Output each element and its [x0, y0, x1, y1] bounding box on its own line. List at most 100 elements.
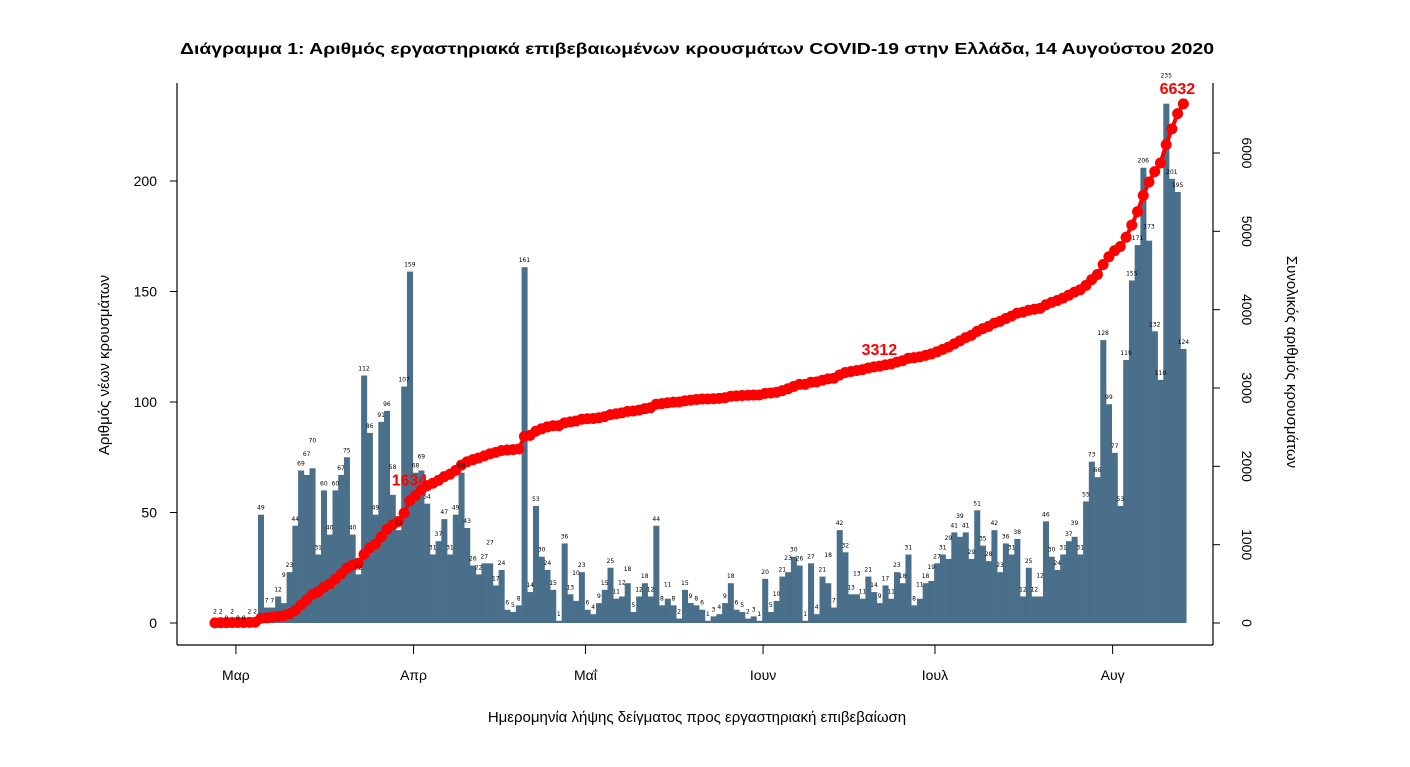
bar: [349, 534, 356, 623]
cumulative-annotation: 6632: [1160, 81, 1196, 98]
cumulative-point: [1114, 241, 1126, 253]
y-tick-label: 50: [141, 505, 157, 521]
bar: [378, 421, 385, 623]
bar-label: 14: [870, 582, 878, 589]
bar-label: 9: [689, 593, 693, 600]
bar: [429, 554, 436, 623]
cumulative-point: [513, 443, 525, 455]
bar: [699, 609, 706, 623]
bar-label: 27: [933, 553, 941, 560]
bar-label: 23: [286, 562, 294, 569]
bar: [739, 611, 746, 623]
bar-label: 37: [1065, 531, 1073, 538]
bar-label: 18: [899, 573, 907, 580]
bar-label: 8: [660, 595, 664, 602]
bar: [504, 609, 511, 623]
bar-label: 31: [939, 544, 947, 551]
bar-label: 21: [819, 567, 827, 574]
bars-series: [212, 103, 1187, 624]
bar-label: 21: [778, 567, 786, 574]
bar-label: 2: [219, 609, 223, 616]
bar: [819, 576, 826, 623]
bar-label: 42: [395, 520, 403, 527]
bar: [1031, 596, 1038, 623]
bar-label: 11: [859, 589, 867, 596]
bar: [1008, 554, 1015, 623]
bar: [681, 589, 689, 623]
bar-label: 9: [597, 593, 601, 600]
bar: [309, 468, 316, 623]
bar: [1014, 539, 1021, 623]
bar-label: 68: [412, 463, 420, 470]
cumulative-series: [209, 98, 1189, 629]
bar-label: 28: [985, 551, 993, 558]
bar: [745, 618, 752, 623]
bar: [567, 594, 574, 623]
bar-label: 31: [446, 544, 454, 551]
bar: [722, 603, 729, 623]
bar: [859, 598, 866, 623]
bar: [458, 472, 465, 623]
bar-label: 8: [671, 595, 675, 602]
chart-title: Διάγραμμα 1: Αριθμός εργαστηριακά επιβεβ…: [180, 41, 1214, 58]
bar-label: 31: [905, 544, 913, 551]
bar-label: 40: [326, 525, 334, 532]
bar: [653, 525, 660, 623]
bar-label: 67: [337, 465, 345, 472]
bar: [1002, 543, 1009, 623]
bar-label: 23: [893, 562, 901, 569]
y2-tick-label: 0: [1239, 619, 1255, 627]
bar-label: 12: [274, 586, 282, 593]
bar-label: 73: [1088, 452, 1096, 459]
bar: [1020, 596, 1027, 623]
bar-label: 8: [517, 595, 521, 602]
bar-label: 14: [526, 582, 534, 589]
bar: [641, 583, 648, 623]
cumulative-annotation: 1634: [392, 472, 428, 489]
bar: [481, 563, 488, 623]
bar-label: 27: [486, 539, 494, 546]
bar-label: 12: [1036, 572, 1044, 579]
bar: [957, 536, 964, 623]
bar: [785, 572, 792, 623]
bar-label: 11: [916, 582, 924, 589]
bar: [533, 505, 540, 623]
bar: [762, 578, 769, 623]
bar-label: 206: [1138, 158, 1150, 165]
bar-label: 0: [242, 615, 246, 622]
bar: [601, 589, 608, 623]
bar: [338, 474, 345, 623]
bar-label: 173: [1143, 224, 1155, 231]
bar-label: 2: [746, 609, 750, 616]
y2-tick-label: 5000: [1239, 216, 1255, 247]
bar: [1157, 379, 1164, 623]
bar-label: 27: [480, 553, 488, 560]
bar-label: 9: [878, 593, 882, 600]
bar: [286, 572, 293, 623]
bar: [441, 519, 448, 623]
bar-label: 17: [492, 575, 500, 582]
bar-label: 6: [505, 600, 509, 607]
bar: [1094, 477, 1101, 623]
bar-label: 77: [1111, 443, 1119, 450]
bar-label: 2: [253, 609, 257, 616]
y2-tick-label: 6000: [1239, 137, 1255, 168]
bar: [1025, 567, 1032, 623]
bar-label: 49: [257, 505, 265, 512]
bar: [876, 603, 883, 623]
bar-label: 49: [372, 505, 380, 512]
bar-label: 11: [887, 589, 895, 596]
bar-label: 91: [377, 412, 385, 419]
left-axis-ticks: 0 50 100 150 200: [134, 173, 177, 631]
bar-label: 86: [366, 423, 374, 430]
bar-label: 7: [265, 598, 269, 605]
bar-label: 12: [1019, 586, 1027, 593]
bar-label: 66: [1094, 467, 1102, 474]
bar-label: 128: [1097, 330, 1109, 337]
bar-label: 1: [706, 611, 710, 618]
bar-label: 24: [498, 560, 506, 567]
bar-label: 2: [230, 609, 234, 616]
cumulative-point: [1091, 268, 1103, 280]
cumulative-point: [1126, 219, 1138, 231]
cumulative-point: [1137, 190, 1149, 202]
